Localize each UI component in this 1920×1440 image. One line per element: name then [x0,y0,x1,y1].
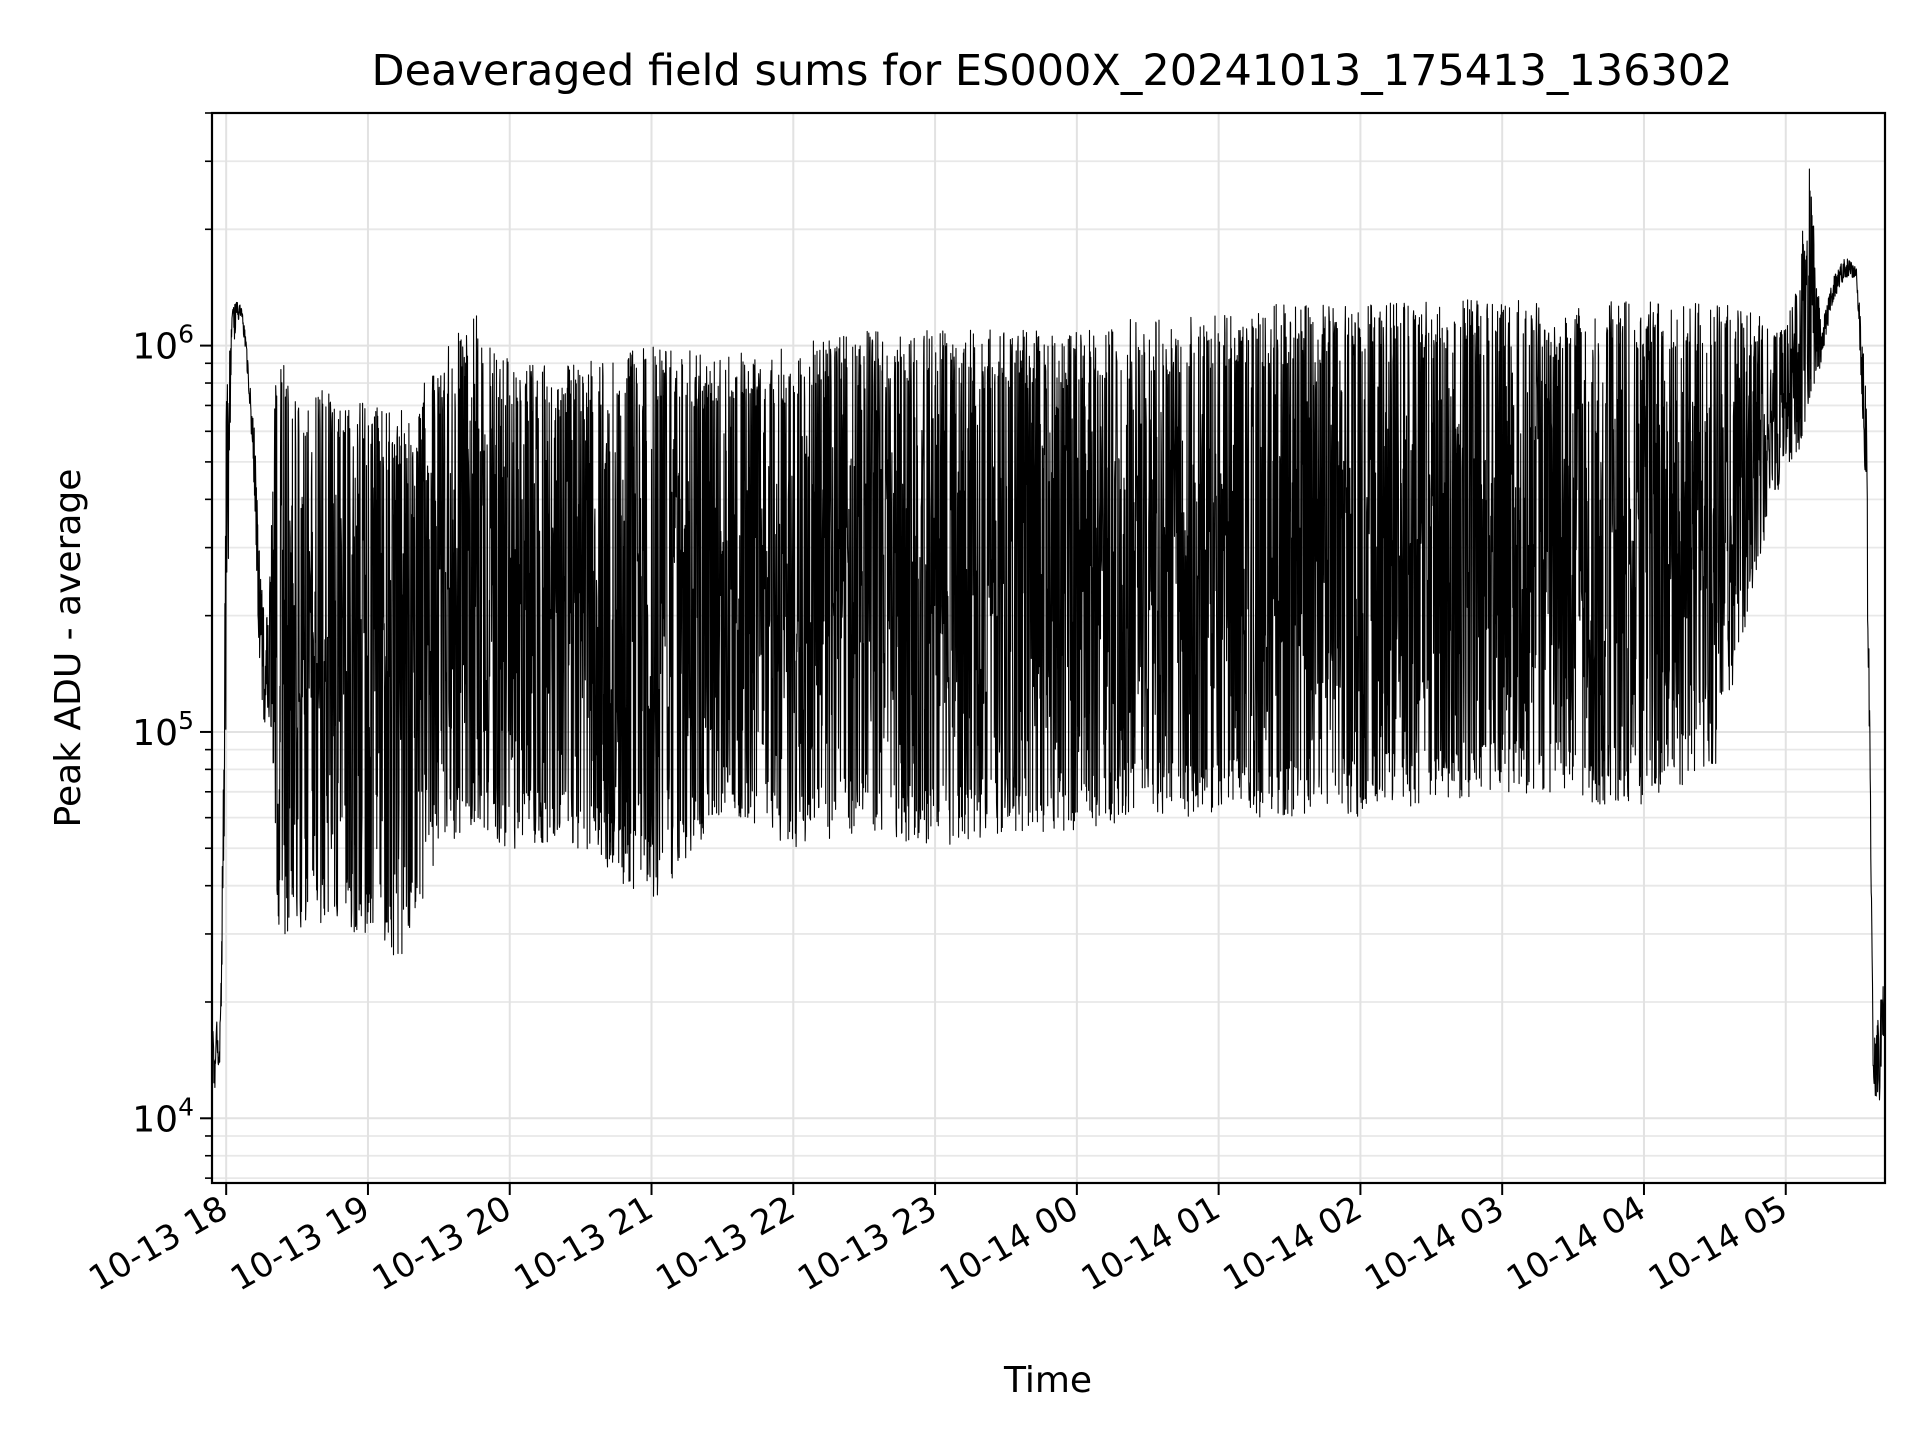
x-axis-label: Time [1003,1360,1092,1401]
series-line [211,168,1886,1101]
y-tick-label: 106 [132,320,194,368]
y-tick-label: 105 [132,706,194,754]
y-tick-label: 104 [132,1092,194,1140]
y-axis: 104 105 106 [132,112,212,1179]
y-axis-label: Peak ADU - average [48,469,89,828]
plot-frame [210,111,1887,1185]
chart-title: Deaveraged field sums for ES000X_2024101… [371,46,1732,96]
series-layer [211,168,1886,1101]
